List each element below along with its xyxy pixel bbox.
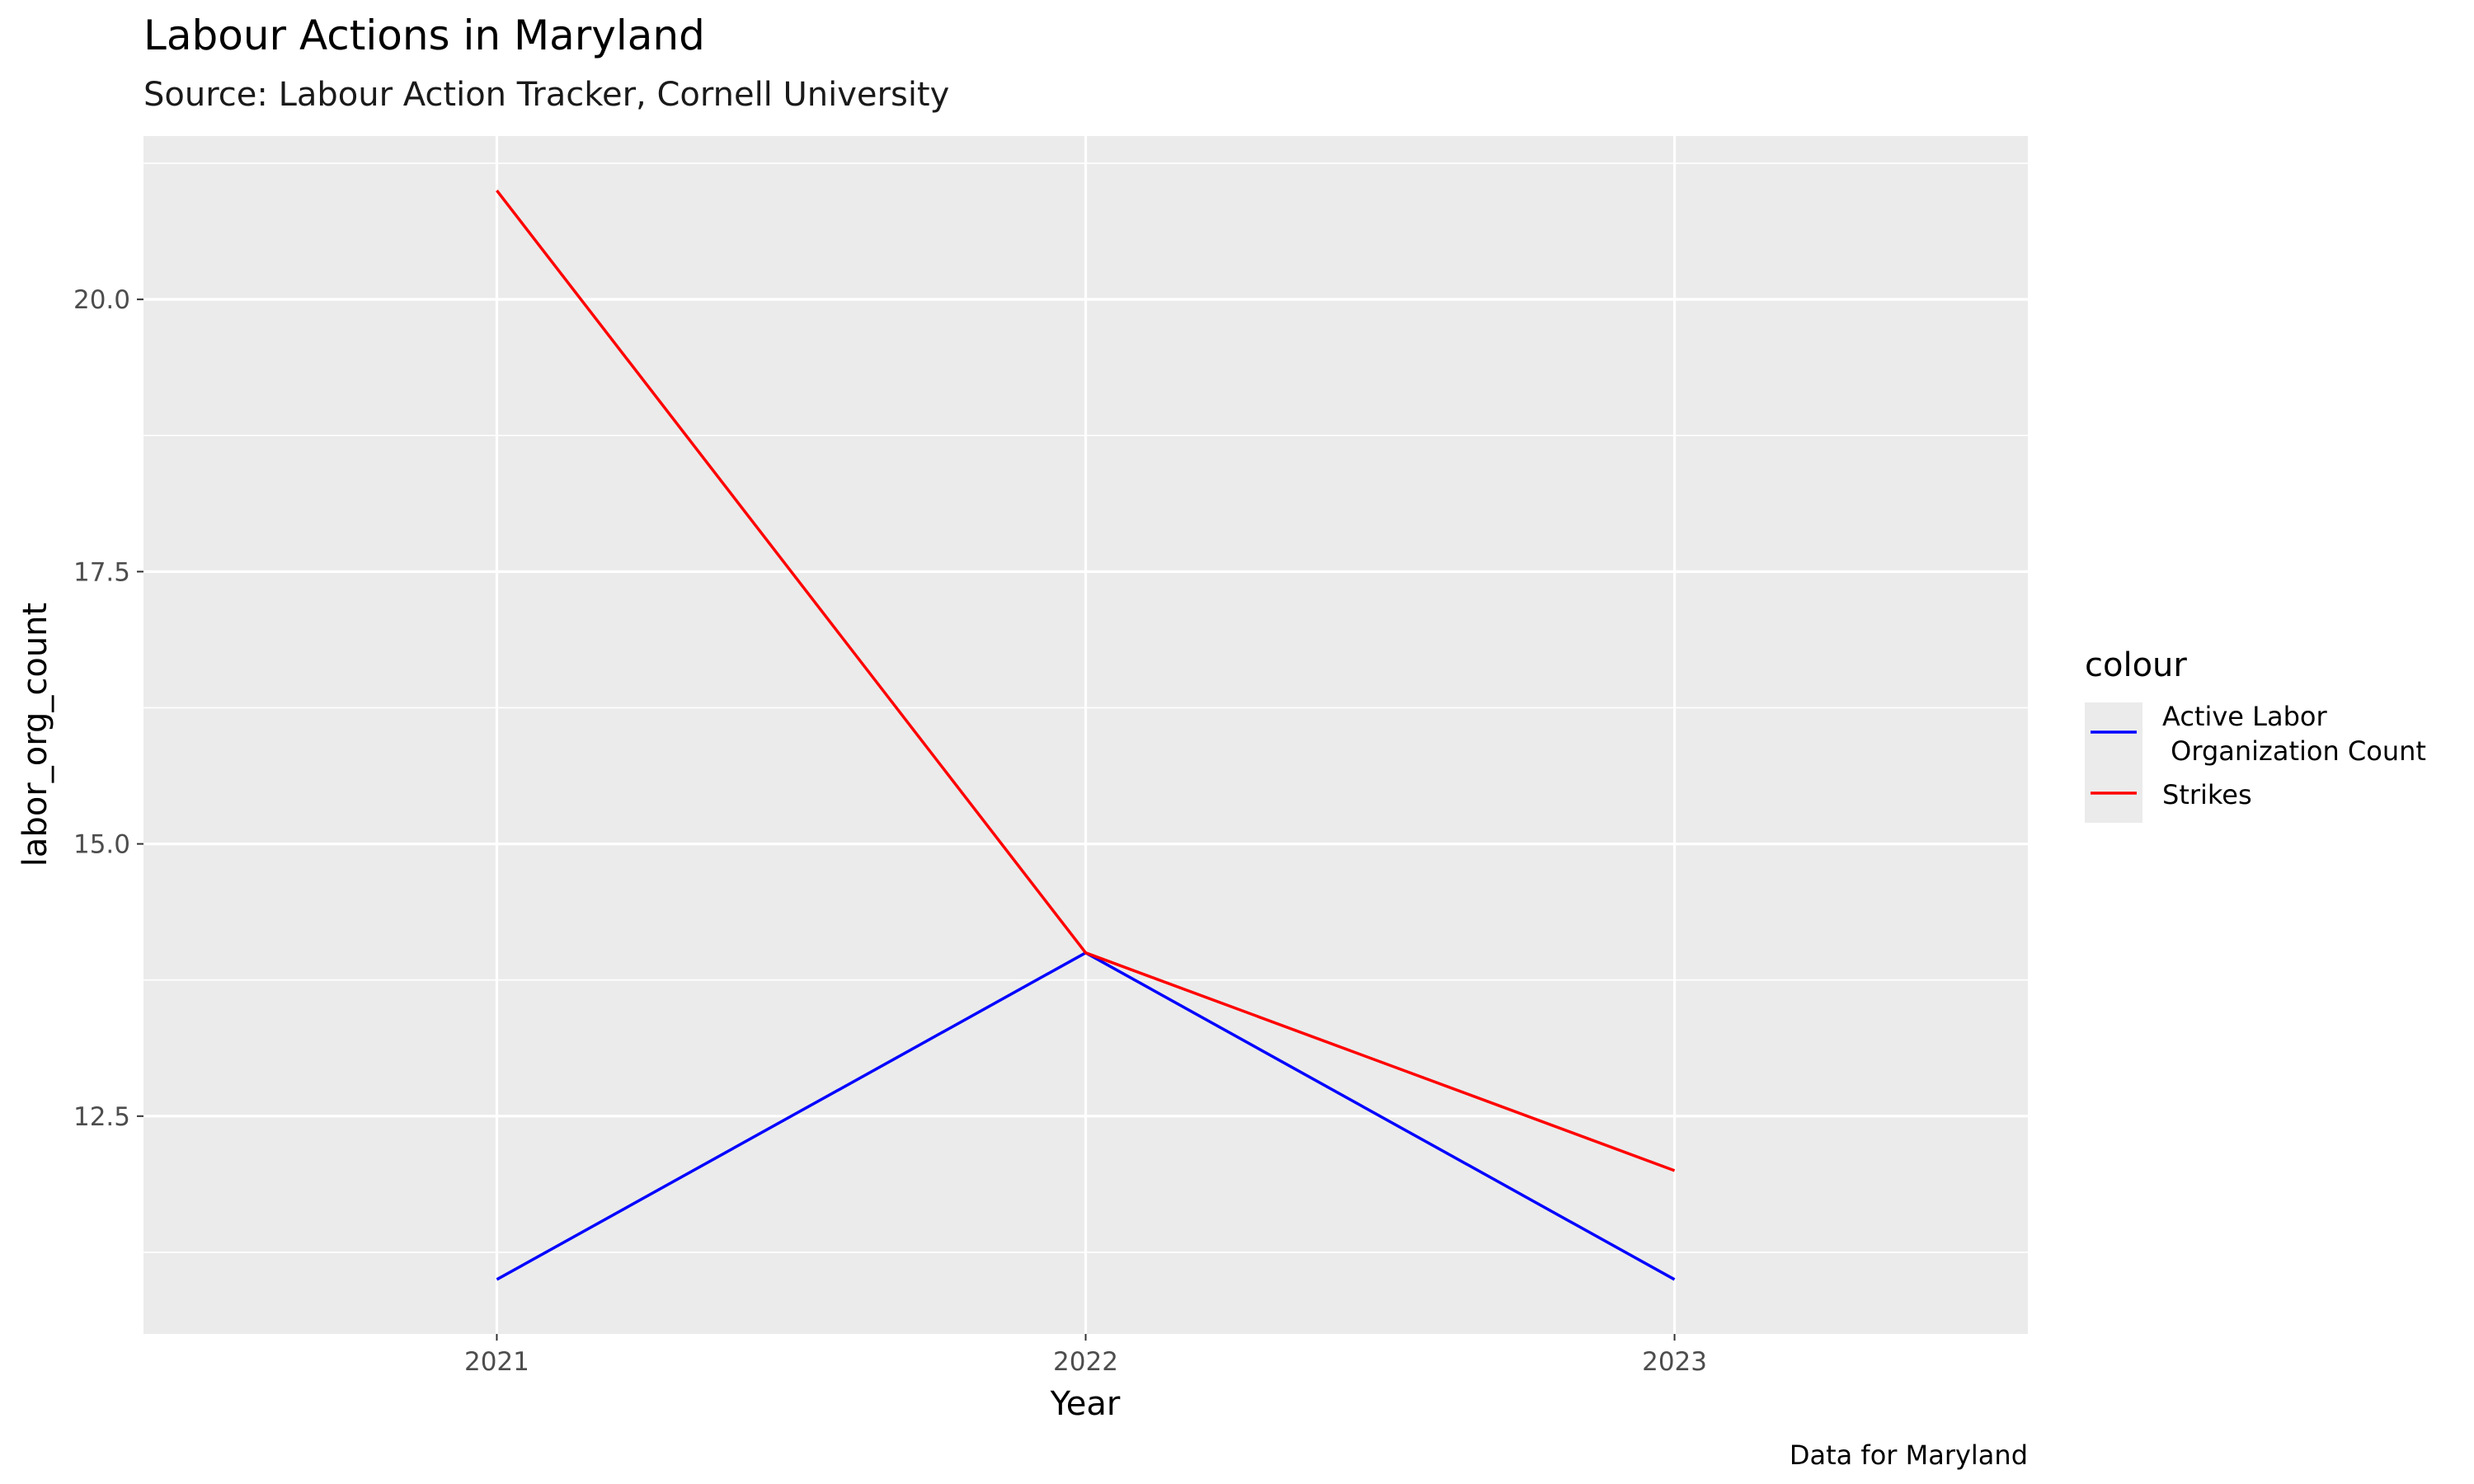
y-axis-title: labor_org_count bbox=[16, 603, 54, 866]
chart-subtitle: Source: Labour Action Tracker, Cornell U… bbox=[143, 76, 949, 114]
x-tick-label: 2022 bbox=[1053, 1347, 1118, 1377]
legend: Active Labor Organization Count Strikes bbox=[2085, 701, 2426, 823]
x-axis-title: Year bbox=[1050, 1385, 1121, 1423]
chart-caption: Data for Maryland bbox=[1790, 1439, 2028, 1471]
legend-title: colour bbox=[2085, 646, 2187, 684]
legend-key-background bbox=[2085, 702, 2142, 823]
y-tick-label: 15.0 bbox=[73, 830, 130, 860]
series-line-strikes bbox=[496, 189, 1676, 1172]
y-tick-label: 17.5 bbox=[73, 557, 130, 587]
y-tick-label: 12.5 bbox=[73, 1102, 130, 1132]
x-tick-label: 2023 bbox=[1642, 1347, 1707, 1377]
y-tick-label: 20.0 bbox=[73, 285, 130, 315]
legend-label-active-labor-line1: Active Labor bbox=[2162, 701, 2327, 732]
legend-label-strikes: Strikes bbox=[2162, 779, 2252, 810]
y-axis: 12.5 15.0 17.5 20.0 bbox=[73, 285, 143, 1132]
legend-label-active-labor-line2: Organization Count bbox=[2162, 735, 2426, 767]
series-layer bbox=[496, 189, 1676, 1281]
x-tick-label: 2021 bbox=[464, 1347, 529, 1377]
chart-title: Labour Actions in Maryland bbox=[143, 12, 705, 59]
grid-lines bbox=[143, 136, 2028, 1334]
x-axis: 2021 2022 2023 bbox=[464, 1334, 1707, 1377]
